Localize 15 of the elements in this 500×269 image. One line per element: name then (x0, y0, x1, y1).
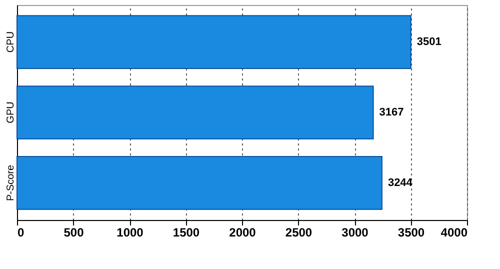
x-tick-label: 0 (18, 226, 24, 240)
y-tick-label: P-Score (6, 164, 16, 202)
x-tick-label: 4000 (440, 226, 468, 240)
x-tick-label: 500 (64, 226, 84, 240)
x-tick-label: 1500 (172, 226, 200, 240)
y-tick-label: CPU (6, 31, 16, 53)
x-tick-label: 3000 (342, 226, 369, 240)
data-label: 3167 (379, 106, 404, 118)
x-tick-label: 2000 (229, 226, 256, 240)
y-tick-label: GPU (6, 102, 16, 124)
x-tick-label: 2500 (285, 226, 312, 240)
x-tick-label: 3500 (398, 226, 425, 240)
data-label: 3244 (388, 176, 414, 189)
x-tick-label: 1000 (116, 226, 144, 240)
data-label: 3501 (416, 36, 442, 48)
